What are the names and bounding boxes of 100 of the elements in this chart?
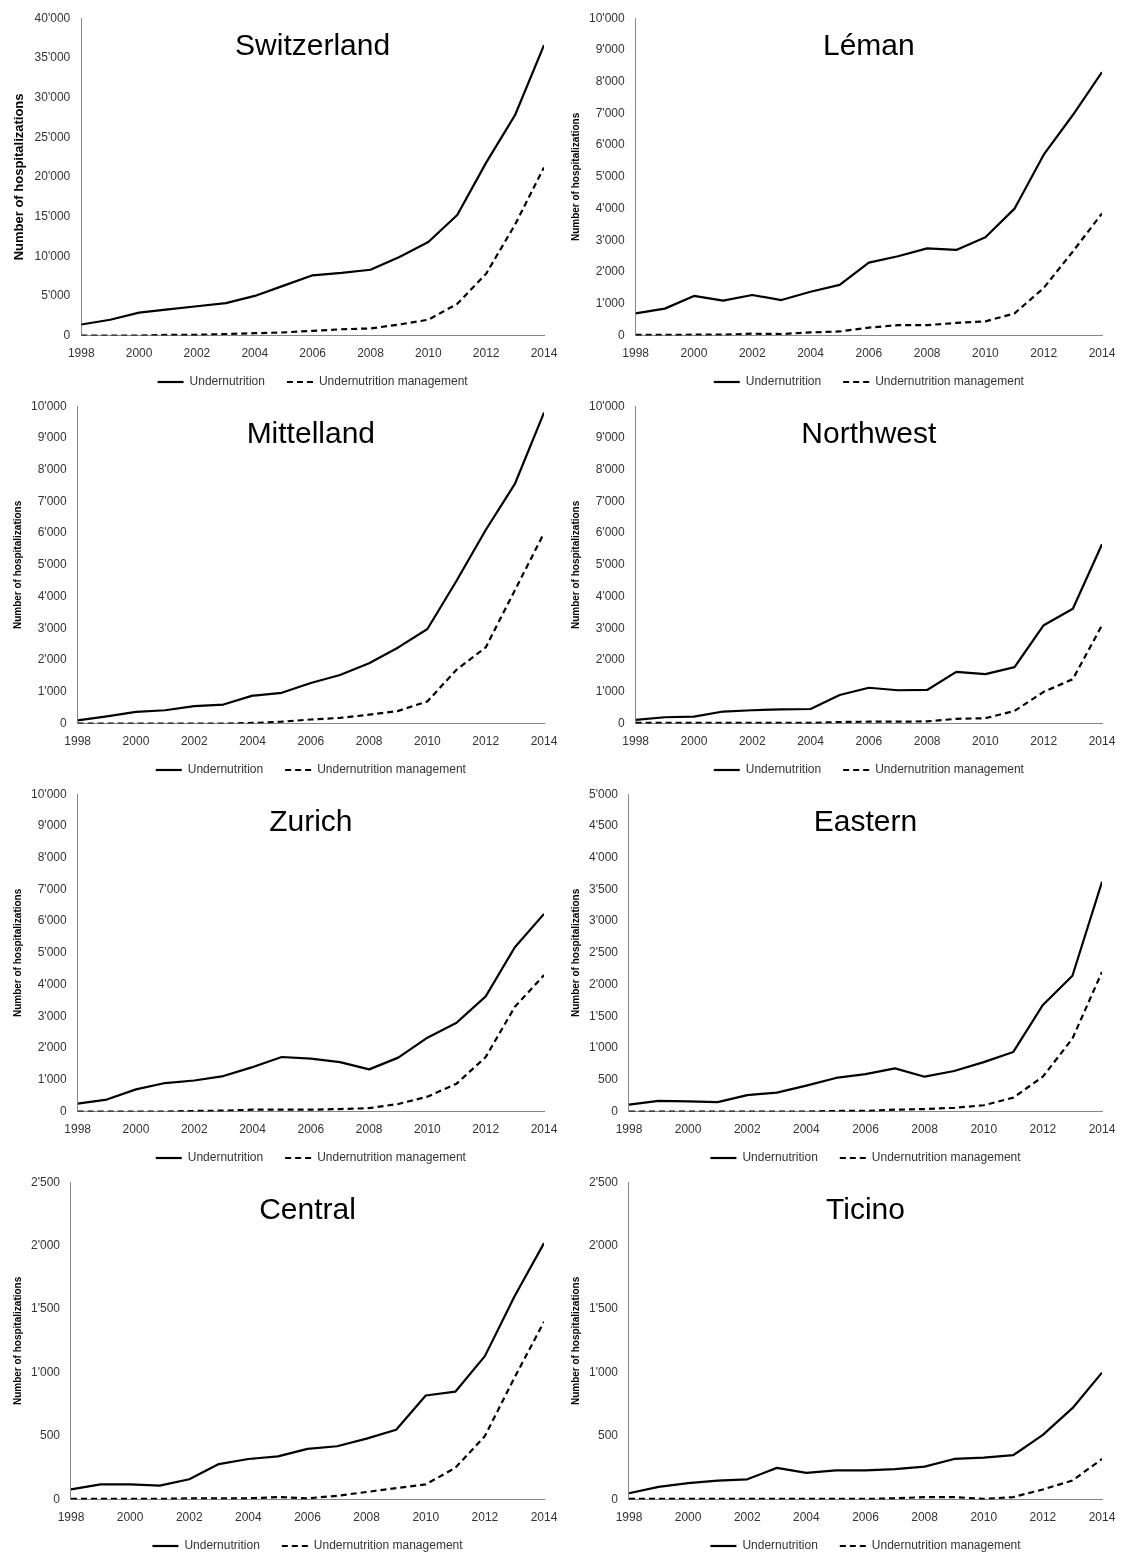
x-tick-label: 2006 (852, 1122, 880, 1137)
y-tick-label: 2'000 (588, 976, 619, 991)
x-tick-label: 2006 (297, 734, 325, 749)
x-tick-label: 2010 (412, 1510, 440, 1525)
chart-title: Ticino (826, 1192, 905, 1226)
y-tick-label: 2'000 (588, 1237, 619, 1252)
y-tick-label: 9'000 (595, 42, 625, 57)
y-axis-title: Number of hospitalizations (11, 1276, 23, 1406)
y-axis-title: Number of hospitalizations (569, 112, 581, 242)
x-tick-label: 2012 (472, 346, 500, 361)
x-tick-label: 2008 (353, 1510, 381, 1525)
y-tick-label: 4'000 (588, 849, 619, 864)
legend-label: Undernutrition management (317, 762, 467, 777)
legend-label: Undernutrition (187, 762, 264, 777)
y-tick-label: 2'000 (595, 264, 625, 279)
x-tick-label: 2012 (1029, 1510, 1057, 1525)
y-tick-label: 5'000 (41, 288, 71, 303)
x-tick-label: 2014 (530, 1510, 558, 1525)
y-axis-title: Number of hospitalizations (569, 500, 581, 630)
y-tick-label: 7'000 (595, 105, 625, 120)
y-axis-title: Number of hospitalizations (569, 888, 581, 1018)
y-tick-label: 3'500 (588, 881, 619, 896)
x-tick-label: 2000 (674, 1510, 702, 1525)
x-tick-label: 1998 (615, 1122, 643, 1137)
x-tick-label: 2004 (239, 1122, 267, 1137)
x-tick-label: 1998 (615, 1510, 643, 1525)
y-tick-label: 0 (617, 715, 625, 730)
y-tick-label: 0 (53, 1491, 61, 1506)
x-tick-label: 2010 (414, 1122, 442, 1137)
y-tick-label: 40'000 (34, 10, 71, 25)
y-tick-label: 3'000 (595, 620, 625, 635)
y-tick-label: 1'000 (588, 1040, 619, 1055)
x-tick-label: 2004 (797, 346, 825, 361)
y-tick-label: 10'000 (588, 398, 625, 413)
y-tick-label: 0 (59, 715, 67, 730)
x-tick-label: 2000 (116, 1510, 144, 1525)
x-tick-label: 2014 (530, 734, 558, 749)
x-tick-label: 2006 (294, 1510, 322, 1525)
x-tick-label: 2006 (855, 734, 883, 749)
y-tick-label: 1'000 (595, 684, 625, 699)
y-tick-label: 35'000 (34, 50, 71, 65)
y-axis-title: Number of hospitalizations (11, 93, 27, 261)
x-tick-label: 2008 (355, 734, 383, 749)
chart-title: Switzerland (235, 28, 391, 62)
y-tick-label: 6'000 (595, 137, 625, 152)
y-tick-label: 10'000 (588, 10, 625, 25)
x-tick-label: 1998 (57, 1510, 85, 1525)
y-tick-label: 4'500 (588, 818, 619, 833)
y-tick-label: 15'000 (34, 208, 71, 223)
y-tick-label: 2'000 (30, 1237, 61, 1252)
x-tick-label: 2000 (674, 1122, 702, 1137)
y-tick-label: 10'000 (34, 248, 71, 263)
y-tick-label: 0 (63, 327, 71, 342)
y-tick-label: 30'000 (34, 89, 71, 104)
y-tick-label: 1'000 (37, 1072, 67, 1087)
chart-title: Central (259, 1192, 356, 1226)
legend-label: Undernutrition (187, 1150, 264, 1165)
y-tick-label: 1'000 (595, 296, 625, 311)
x-tick-label: 2002 (180, 734, 208, 749)
y-tick-label: 20'000 (34, 169, 71, 184)
x-tick-label: 2004 (241, 346, 269, 361)
x-tick-label: 1998 (622, 734, 650, 749)
y-axis-title: Number of hospitalizations (569, 1276, 581, 1406)
x-tick-label: 2006 (852, 1510, 880, 1525)
y-tick-label: 0 (611, 1491, 619, 1506)
x-tick-label: 2014 (1088, 1510, 1116, 1525)
x-tick-label: 2006 (855, 346, 883, 361)
x-tick-label: 2002 (733, 1510, 761, 1525)
x-tick-label: 2012 (471, 1510, 499, 1525)
y-tick-label: 1'500 (588, 1301, 619, 1316)
x-tick-label: 2012 (472, 734, 500, 749)
y-tick-label: 500 (597, 1072, 619, 1087)
y-tick-label: 8'000 (37, 461, 67, 476)
legend-label: Undernutrition management (871, 1538, 1022, 1553)
chart-title: Eastern (813, 804, 918, 838)
x-tick-label: 2002 (175, 1510, 203, 1525)
legend-label: Undernutrition management (313, 1538, 464, 1553)
y-tick-label: 7'000 (595, 493, 625, 508)
x-tick-label: 2004 (797, 734, 825, 749)
y-tick-label: 8'000 (37, 849, 67, 864)
y-tick-label: 0 (611, 1103, 619, 1118)
y-tick-label: 2'500 (588, 1174, 619, 1189)
x-tick-label: 2008 (911, 1122, 939, 1137)
y-tick-label: 5'000 (595, 169, 625, 184)
x-tick-label: 2000 (680, 346, 708, 361)
y-tick-label: 2'000 (37, 1040, 67, 1055)
y-tick-label: 0 (59, 1103, 67, 1118)
x-tick-label: 2012 (1030, 346, 1058, 361)
x-tick-label: 2000 (122, 1122, 150, 1137)
y-tick-label: 10'000 (30, 786, 67, 801)
y-tick-label: 8'000 (595, 461, 625, 476)
y-tick-label: 3'000 (588, 913, 619, 928)
x-tick-label: 2010 (972, 734, 1000, 749)
chart-title: Léman (822, 28, 915, 62)
x-tick-label: 2006 (299, 346, 327, 361)
y-tick-label: 4'000 (37, 588, 67, 603)
x-tick-label: 2010 (972, 346, 1000, 361)
legend-label: Undernutrition (745, 374, 822, 389)
y-tick-label: 2'500 (588, 945, 619, 960)
x-tick-label: 2008 (913, 346, 941, 361)
